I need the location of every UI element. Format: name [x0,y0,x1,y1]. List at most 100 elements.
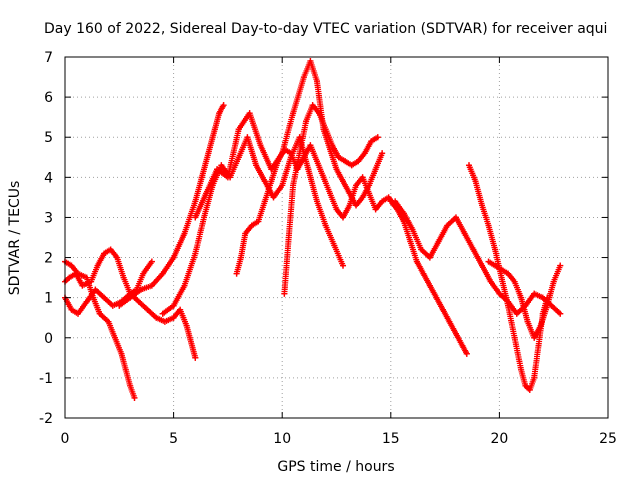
data-point [368,138,375,145]
data-point [361,150,368,157]
data-point [261,198,268,205]
data-point [409,226,416,233]
data-point [426,254,433,261]
data-point [83,298,90,305]
data-point [372,206,379,213]
data-point [214,166,221,173]
data-point [181,282,188,289]
plot-area [62,58,564,401]
data-point [75,310,82,317]
y-tick-label: 3 [44,210,53,226]
x-axis-label: GPS time / hours [277,459,394,475]
data-point [320,174,327,181]
data-series-arc-11 [465,162,551,393]
data-point [79,282,86,289]
data-point [72,270,79,277]
data-point [279,182,286,189]
data-point [465,162,472,169]
data-point [170,314,177,321]
y-tick-label: 0 [44,331,53,347]
data-point [400,218,407,225]
data-point [83,274,90,281]
data-point [303,118,310,125]
data-point [92,286,99,293]
data-point [392,198,399,205]
data-point [379,198,386,205]
data-point [331,242,338,249]
data-point [290,110,297,117]
data-point [307,142,314,149]
data-point [526,386,533,393]
data-point [418,246,425,253]
data-point [201,214,208,221]
data-point [333,166,340,173]
data-point [88,278,95,285]
data-point [290,182,297,189]
data-point [135,298,142,305]
data-point [333,206,340,213]
data-point [492,246,499,253]
data-point [535,342,542,349]
x-tick-label: 5 [169,431,178,447]
data-series-arc-6 [192,58,386,221]
data-point [101,294,108,301]
data-point [479,262,486,269]
data-point [505,302,512,309]
data-point [192,250,199,257]
data-point [237,254,244,261]
data-point [531,334,538,341]
data-point [550,278,557,285]
data-series-arc-8 [281,102,381,297]
data-point [487,278,494,285]
data-point [109,302,116,309]
data-series-arc-7 [233,142,399,277]
data-point [257,142,264,149]
data-point [224,174,231,181]
data-point [557,310,564,317]
data-point [531,290,538,297]
data-point [342,158,349,165]
data-point [203,190,210,197]
data-point [192,214,199,221]
data-point [253,162,260,169]
data-point [233,270,240,277]
data-point [111,334,118,341]
data-point [296,150,303,157]
data-point [66,274,73,281]
y-tick-label: 4 [44,170,53,186]
data-point [177,306,184,313]
data-point [346,202,353,209]
y-tick-label: 2 [44,251,53,267]
data-point [281,146,288,153]
data-point [379,150,386,157]
data-point [359,194,366,201]
data-point [101,250,108,257]
x-tick-label: 20 [490,431,508,447]
data-point [374,134,381,141]
data-point [316,110,323,117]
data-point [353,182,360,189]
data-point [485,222,492,229]
data-point [181,230,188,237]
data-point [511,334,518,341]
data-point [518,366,525,373]
data-point [485,258,492,265]
data-point [281,290,288,297]
data-point [218,162,225,169]
data-point [472,178,479,185]
data-point [309,102,316,109]
data-point [452,214,459,221]
data-point [470,246,477,253]
data-point [94,262,101,269]
data-point [192,354,199,361]
data-point [522,382,529,389]
data-point [127,382,134,389]
data-point [322,126,329,133]
chart-title: Day 160 of 2022, Sidereal Day-to-day VTE… [44,21,607,37]
data-point [270,194,277,201]
data-point [268,178,275,185]
data-point [307,58,314,65]
data-point [340,178,347,185]
data-point [498,274,505,281]
